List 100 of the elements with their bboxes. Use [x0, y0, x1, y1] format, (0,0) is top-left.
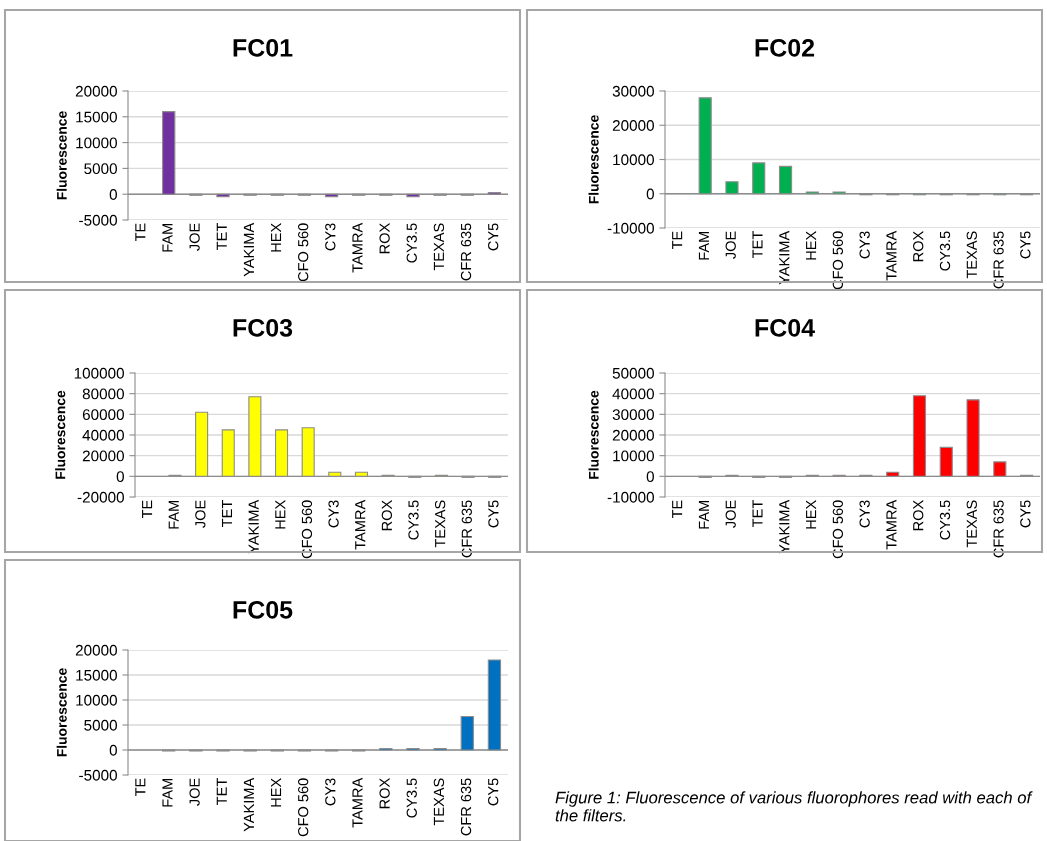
chart-title: FC02 [755, 39, 815, 57]
x-tick-label: CY3 [325, 778, 336, 806]
y-tick-label: 0 [116, 471, 124, 483]
x-tick-label: CY5 [488, 500, 499, 528]
y-tick-label: 60000 [82, 409, 124, 421]
y-tick-label: 100000 [74, 367, 124, 379]
y-tick-label: 40000 [82, 429, 124, 441]
x-tick-label: TET [221, 500, 233, 527]
x-tick-label: YAKIMA [243, 222, 254, 277]
x-tick-label: TE [142, 500, 153, 519]
y-tick-label: -5000 [79, 214, 117, 226]
y-tick-label: 10000 [613, 154, 654, 166]
x-tick-label: ROX [913, 231, 924, 262]
x-tick-label: CFR 635 [461, 500, 472, 558]
x-tick-label: HEX [806, 500, 817, 529]
y-axis-title: Fluorescence [56, 668, 67, 757]
y-tick-label: 0 [109, 744, 117, 756]
x-tick-label: TET [216, 223, 227, 250]
y-tick-label: 20000 [82, 450, 124, 462]
x-tick-label: TE [672, 500, 683, 519]
y-tick-label: 80000 [82, 388, 124, 400]
y-tick-label: 30000 [612, 409, 654, 421]
x-tick-label: CY5 [1020, 500, 1031, 528]
y-tick-label: 5000 [84, 163, 117, 175]
y-axis-title: Fluorescence [588, 390, 599, 479]
x-tick-label: JOE [725, 500, 736, 528]
x-tick-label: YAKIMA [243, 777, 254, 832]
x-tick-label: CY3.5 [406, 778, 417, 818]
y-axis-title: Fluorescence [56, 111, 67, 200]
x-tick-label: CY5 [1020, 231, 1031, 259]
x-tick-label: JOE [195, 500, 206, 528]
x-tick-label: CY3 [859, 231, 870, 259]
x-tick-label: TET [216, 778, 227, 805]
x-tick-label: HEX [275, 500, 286, 529]
x-tick-label: TET [752, 500, 763, 527]
y-tick-label: 20000 [75, 85, 117, 97]
y-tick-label: 0 [646, 471, 654, 483]
y-tick-label: 10000 [76, 137, 117, 149]
y-axis-title: Fluorescence [588, 115, 599, 204]
x-tick-label: TE [135, 223, 146, 242]
x-tick-label: ROX [381, 500, 393, 531]
x-tick-label: FAM [162, 223, 173, 252]
x-tick-label: TEXAS [434, 500, 446, 548]
x-tick-label: TET [752, 231, 763, 258]
x-tick-label: CY3 [325, 223, 336, 251]
x-tick-label: TEXAS [433, 223, 445, 271]
x-tick-label: TE [672, 231, 683, 250]
x-tick-label: FAM [698, 500, 709, 529]
x-tick-label: ROX [379, 778, 390, 809]
x-tick-label: JOE [189, 223, 200, 251]
x-tick-label: HEX [271, 778, 282, 807]
x-tick-label: CFR 635 [460, 223, 472, 281]
x-tick-label: CY3.5 [408, 500, 419, 540]
x-tick-label: JOE [189, 778, 200, 806]
x-tick-label: FAM [162, 778, 173, 807]
y-tick-label: 20000 [75, 644, 117, 656]
x-tick-label: HEX [271, 223, 282, 252]
y-tick-label: -10000 [607, 222, 654, 234]
x-tick-label: CY3.5 [939, 500, 951, 540]
x-tick-label: FAM [168, 500, 179, 529]
x-tick-label: TAMRA [352, 777, 363, 828]
x-tick-label: TAMRA [355, 499, 366, 550]
y-tick-label: 0 [109, 189, 117, 200]
x-tick-label: YAKIMA [248, 499, 259, 554]
y-tick-label: -10000 [607, 491, 654, 503]
y-tick-label: 0 [646, 188, 654, 200]
x-tick-label: CY3 [859, 500, 870, 528]
x-tick-label: CY3.5 [939, 231, 951, 271]
y-tick-label: -20000 [77, 491, 124, 503]
x-tick-label: TAMRA [352, 222, 363, 273]
x-tick-label: TEXAS [966, 500, 977, 548]
x-tick-label: CFO 560 [298, 778, 309, 837]
x-tick-label: HEX [806, 231, 817, 260]
x-tick-label: CY3 [328, 500, 339, 528]
caption: Figure 1: Fluorescence of various fluorophores read with each of the filters. [555, 791, 1033, 822]
x-tick-label: JOE [725, 231, 736, 259]
chart-title: FC04 [755, 319, 815, 337]
y-tick-label: 15000 [76, 111, 117, 123]
x-tick-label: CY5 [488, 778, 499, 806]
y-tick-label: 40000 [612, 388, 654, 400]
chart-title: FC03 [233, 319, 293, 337]
chart-title: FC01 [233, 39, 293, 57]
x-tick-label: FAM [698, 231, 709, 260]
x-tick-label: TAMRA [886, 499, 897, 550]
x-tick-label: CFR 635 [460, 778, 472, 836]
y-tick-label: 15000 [76, 669, 117, 681]
x-tick-label: YAKIMA [779, 499, 790, 554]
x-tick-label: TAMRA [886, 230, 897, 281]
y-tick-label: 10000 [76, 694, 117, 706]
x-tick-label: CY3.5 [406, 223, 417, 263]
x-tick-label: TEXAS [433, 778, 445, 826]
x-tick-label: YAKIMA [779, 230, 790, 285]
y-tick-label: 10000 [613, 450, 654, 462]
y-axis-title: Fluorescence [55, 390, 66, 479]
y-tick-label: -5000 [79, 769, 117, 781]
y-tick-label: 20000 [612, 120, 654, 131]
x-tick-label: TE [135, 778, 146, 797]
y-tick-label: 50000 [612, 367, 654, 379]
y-tick-label: 30000 [612, 85, 654, 97]
x-tick-label: CFR 635 [993, 231, 1004, 289]
